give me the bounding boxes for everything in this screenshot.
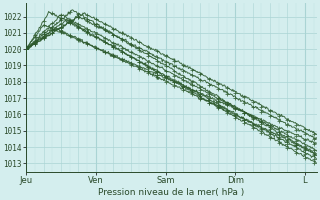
X-axis label: Pression niveau de la mer( hPa ): Pression niveau de la mer( hPa ) <box>98 188 244 197</box>
